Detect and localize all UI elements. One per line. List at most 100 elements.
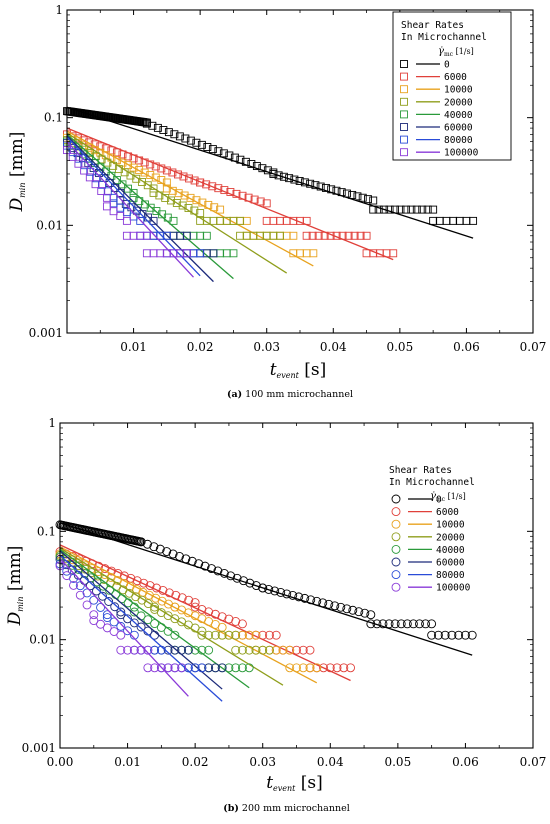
data-point [82, 588, 92, 598]
data-point [216, 205, 225, 214]
data-point [214, 147, 223, 156]
fit-line [66, 130, 314, 267]
legend-item-100000: 100000 [400, 148, 479, 159]
data-point [294, 592, 304, 602]
data-point [92, 577, 102, 587]
legend-label: 6000 [436, 507, 459, 518]
data-point [143, 663, 153, 673]
legend-item-60000: 60000 [391, 558, 465, 569]
data-point [122, 231, 131, 240]
data-point [292, 645, 301, 655]
data-point [190, 645, 200, 655]
data-point [336, 602, 346, 612]
x-tick-label: 0.05 [384, 755, 411, 769]
series-10000 [55, 546, 322, 684]
data-point [229, 249, 238, 258]
data-point [412, 205, 421, 214]
data-point [282, 216, 291, 225]
chart-panel-1: 0.01 0.02 0.03 0.04 0.05 0.06 0.07 0.001 0.01 0.1… [7, 3, 546, 400]
data-point [258, 583, 268, 593]
data-point [97, 187, 106, 195]
data-point [305, 645, 315, 655]
x-tick-label: 0.07 [520, 340, 547, 354]
data-point [149, 249, 158, 258]
data-point [325, 663, 335, 673]
data-point [136, 622, 146, 632]
legend-label: 0 [436, 495, 442, 506]
data-point [311, 181, 320, 190]
data-point [380, 205, 389, 214]
data-point [85, 154, 94, 163]
legend-item-0: 0 [391, 495, 442, 506]
data-point [204, 663, 214, 673]
data-point [269, 231, 278, 240]
y-tick-label: 0.001 [22, 741, 56, 755]
data-point [314, 231, 323, 240]
data-point [210, 630, 220, 640]
data-point [156, 663, 166, 673]
data-point [366, 610, 376, 620]
data-point [129, 618, 139, 628]
data-point [285, 663, 295, 673]
data-point [149, 188, 158, 197]
data-point [433, 630, 443, 640]
data-point [332, 663, 342, 673]
data-point [244, 663, 254, 673]
data-point [132, 576, 142, 586]
data-point [247, 159, 256, 168]
legend-item-20000: 20000 [400, 97, 473, 108]
data-point [460, 630, 470, 640]
data-point [225, 151, 234, 160]
data-point [305, 663, 315, 673]
data-point [209, 216, 218, 225]
data-point [390, 619, 400, 629]
data-point [197, 630, 207, 640]
data-point [163, 645, 173, 655]
data-point [129, 231, 138, 240]
data-point [265, 645, 274, 655]
data-point [309, 249, 318, 258]
fit-line [66, 141, 194, 278]
data-point [418, 205, 427, 214]
data-point [389, 249, 398, 258]
data-point [175, 551, 184, 561]
data-point [102, 202, 111, 211]
legend-label: 6000 [444, 72, 467, 83]
legend-marker [400, 97, 408, 106]
data-point [116, 645, 126, 655]
data-point [209, 249, 218, 258]
legend-item-20000: 20000 [391, 532, 465, 543]
data-point [196, 249, 205, 258]
fit-line [59, 546, 318, 684]
data-point [136, 216, 145, 225]
legend-marker [400, 148, 408, 157]
data-point [109, 627, 119, 636]
data-point [306, 179, 315, 188]
data-point [143, 539, 152, 549]
y-axis-label: Dmin [mm] [7, 132, 27, 213]
data-point [164, 128, 173, 137]
data-point [449, 216, 458, 225]
data-point [189, 249, 198, 258]
data-point [136, 231, 145, 240]
data-point [242, 216, 251, 225]
fit-line [59, 548, 250, 689]
data-point [258, 645, 268, 655]
data-point [196, 209, 205, 218]
data-point [401, 205, 410, 214]
data-point [85, 173, 94, 182]
data-point [98, 581, 108, 591]
data-point [346, 663, 356, 673]
data-point [85, 143, 94, 152]
data-point [202, 180, 211, 189]
data-point [157, 164, 166, 173]
data-point [62, 571, 72, 581]
data-point [210, 203, 219, 212]
x-tick-label: 0.05 [386, 340, 413, 354]
data-point [196, 178, 205, 187]
data-point [162, 184, 171, 193]
data-point [258, 164, 267, 173]
x-tick-label: 0.06 [453, 340, 480, 354]
legend-label: 80000 [436, 570, 465, 581]
